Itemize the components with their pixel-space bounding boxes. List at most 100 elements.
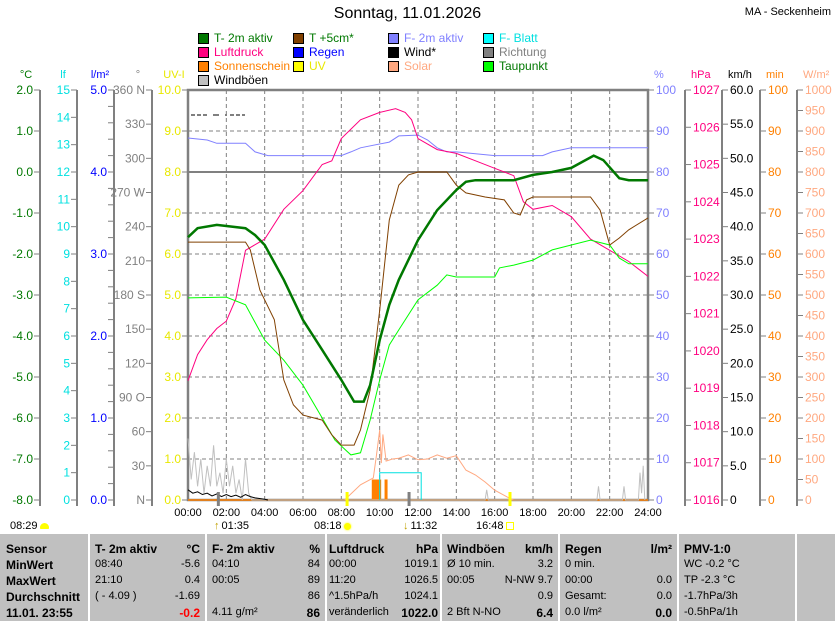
axis-tick-label-uv: 0.0 — [164, 493, 181, 507]
legend-label: Regen — [309, 45, 345, 59]
axis-tick-label-temp: -8.0 — [12, 493, 33, 507]
axis-tick-label-wind: 5.0 — [730, 459, 747, 473]
legend-item: Windböen — [198, 73, 268, 87]
legend-item: T +5cm* — [293, 31, 354, 45]
x-tick-label: 06:00 — [289, 507, 317, 519]
cell-left: -1.7hPa/3h — [684, 590, 738, 602]
axis-tick-label-uv: 7.0 — [164, 206, 181, 220]
axis-tick-label-lf: 12 — [57, 165, 71, 179]
axis-tick-label-rain: 4.0 — [90, 165, 107, 179]
legend-swatch — [293, 46, 304, 58]
axis-tick-label-press: 1019 — [693, 381, 720, 395]
axis-tick-label-wind: 55.0 — [730, 117, 754, 131]
cell-left: -0.5hPa/1h — [684, 606, 738, 618]
legend-label: Solar — [404, 59, 433, 73]
sun-row-left: 08:29 — [10, 520, 49, 532]
cell-left: TP -2.3 °C — [684, 574, 736, 586]
moonrise-info: ↑ 01:35 — [214, 520, 249, 532]
axis-tick-label-temp: -5.0 — [12, 370, 33, 384]
legend-swatch — [483, 60, 494, 72]
axis-unit-uv: UV-I — [163, 69, 184, 81]
axis-tick-label-wind: 10.0 — [730, 425, 754, 439]
x-tick-label: 24:00 — [634, 507, 662, 519]
axis-tick-label-rain: 3.0 — [90, 247, 107, 261]
axis-tick-label-hum: 70 — [656, 206, 670, 220]
x-tick-label: 18:00 — [519, 507, 547, 519]
legend-swatch — [483, 32, 494, 44]
moonrise-icon: ↑ — [214, 520, 220, 532]
axis-tick-label-press: 1018 — [693, 418, 720, 432]
cell-right: 0.0 — [656, 574, 672, 586]
axis-tick-label-dir: 90 O — [119, 391, 145, 405]
legend-swatch — [388, 46, 399, 58]
cell-right: 86 — [307, 590, 320, 602]
axis-tick-label-sunmin: 90 — [768, 124, 782, 138]
cell-right: 1022.0 — [401, 606, 438, 620]
cell-left: 04:10 — [212, 558, 240, 570]
axis-tick-label-sunmin: 30 — [768, 370, 782, 384]
legend-item: F- 2m aktiv — [388, 31, 463, 45]
axis-tick-label-temp: -2.0 — [12, 247, 33, 261]
axis-tick-label-temp: -1.0 — [12, 206, 33, 220]
cell-right: 86 — [306, 606, 320, 620]
axis-tick-label-dir: 120 — [125, 356, 145, 370]
x-tick-label: 02:00 — [213, 507, 241, 519]
axis-tick-label-press: 1024 — [693, 195, 720, 209]
axis-tick-label-press: 1022 — [693, 269, 720, 283]
axis-tick-label-lf: 7 — [63, 302, 70, 316]
x-tick-label: 12:00 — [404, 507, 432, 519]
legend-swatch — [198, 60, 209, 72]
axis-unit-temp: °C — [20, 69, 32, 81]
legend-item: UV — [293, 59, 326, 73]
axis-tick-label-hum: 20 — [656, 411, 670, 425]
axis-tick-label-temp: 0.0 — [16, 165, 33, 179]
row-label-avg: Durchschnitt — [6, 590, 81, 604]
axis-tick-label-wind: 25.0 — [730, 322, 754, 336]
axis-tick-label-lf: 11 — [58, 192, 71, 206]
axis-tick-label-sunmin: 20 — [768, 411, 782, 425]
axis-tick-label-press: 1023 — [693, 232, 720, 246]
axis-tick-label-dir: 240 — [125, 220, 145, 234]
moonrise-time: 01:35 — [221, 520, 250, 532]
column-header: PMV-1:0 — [684, 542, 731, 556]
axis-tick-label-sunmin: 80 — [768, 165, 782, 179]
legend-label: Wind* — [404, 45, 437, 59]
axis-tick-label-hum: 40 — [656, 329, 670, 343]
axis-unit-rain: l/m² — [91, 69, 110, 81]
column-unit: km/h — [524, 542, 553, 556]
legend-label: T +5cm* — [309, 31, 354, 45]
axis-tick-label-temp: -4.0 — [12, 329, 33, 343]
axis-tick-label-dir: 360 N — [113, 83, 145, 97]
x-tick-label: 08:00 — [328, 507, 356, 519]
cell-left: ( - 4.09 ) — [95, 590, 137, 602]
weather-chart: °C 2.0 1.0 0.0 -1.0 -2.0 -3.0 -4.0 -5.0 -6.0 -7.0 -… — [12, 69, 832, 519]
legend-label: Richtung — [499, 45, 547, 59]
axis-tick-label-solar: 500 — [805, 288, 825, 302]
axis-tick-label-wind: 0 — [730, 493, 737, 507]
axis-tick-label-solar: 950 — [805, 104, 825, 118]
row-label-max: MaxWert — [6, 574, 56, 588]
legend-item: Regen — [293, 45, 344, 59]
axis-tick-label-lf: 2 — [63, 438, 70, 452]
sunset-time: 16:48 — [476, 520, 504, 532]
axis-tick-label-rain: 5.0 — [90, 83, 107, 97]
moonset-info: ↓ 11:32 — [403, 520, 437, 532]
series-windb-en — [187, 438, 646, 501]
axis-tick-label-rain: 0.0 — [90, 493, 107, 507]
legend-swatch — [198, 74, 209, 86]
sunset-info: 16:48 — [476, 520, 514, 532]
cell-left: 0.0 l/m² — [565, 606, 602, 618]
moonset-time: 11:32 — [410, 520, 438, 532]
axis-tick-label-press: 1021 — [693, 307, 720, 321]
axis-tick-label-lf: 6 — [63, 329, 70, 343]
axis-tick-label-hum: 90 — [656, 124, 670, 138]
column-header: Luftdruck — [329, 542, 385, 556]
cell-left: Ø 10 min. — [447, 558, 495, 570]
cell-right: -5.6 — [181, 558, 200, 570]
axis-tick-label-uv: 4.0 — [164, 329, 181, 343]
axis-tick-label-lf: 8 — [63, 274, 70, 288]
legend-label: F- Blatt — [499, 31, 538, 45]
cell-right: N-NW 9.7 — [504, 574, 553, 586]
series-f-blatt — [379, 472, 422, 500]
cell-left: 21:10 — [95, 574, 123, 586]
